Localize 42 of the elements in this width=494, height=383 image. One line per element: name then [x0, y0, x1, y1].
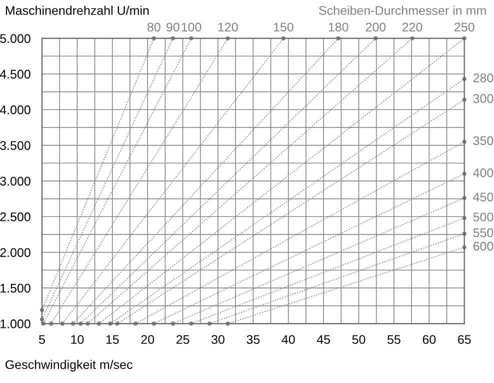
- x-tick-label: 35: [246, 335, 260, 344]
- series-label: 350: [473, 136, 494, 146]
- y-tick-label: 4.000: [0, 105, 30, 114]
- x-tick-label: 15: [106, 335, 119, 344]
- x-axis-title: Geschwindigkeit m/sec: [6, 360, 132, 372]
- series-label: 120: [218, 22, 238, 32]
- x-tick-label: 40: [282, 335, 295, 344]
- series-label: 400: [473, 168, 494, 178]
- series-label: 80: [148, 22, 160, 32]
- x-tick-label: 10: [71, 335, 84, 344]
- y-tick-label: 3.500: [0, 141, 30, 150]
- y-tick-label: 2.000: [0, 248, 30, 257]
- x-tick-label: 20: [141, 335, 154, 344]
- y-tick-label: 3.000: [0, 176, 30, 186]
- series-label: 600: [473, 242, 494, 251]
- x-tick-label: 55: [388, 335, 400, 344]
- y-tick-label: 2.500: [0, 212, 30, 222]
- text: Scheiben-Durchmesser in mm: [319, 6, 486, 15]
- series-label: 450: [473, 192, 494, 202]
- x-tick-label: 30: [212, 335, 224, 344]
- series-label: 280: [473, 73, 494, 82]
- x-tick-label: 45: [316, 335, 330, 344]
- series-label: 150: [274, 22, 294, 32]
- series-label: 550: [473, 228, 494, 238]
- x-tick-label: 25: [176, 335, 190, 344]
- x-tick-label: 60: [422, 335, 436, 344]
- y-tick-label: 1.500: [0, 284, 30, 293]
- y-tick-label: 5.000: [0, 34, 30, 43]
- x-tick-label: 5: [39, 335, 45, 344]
- series-label: 100: [182, 22, 202, 32]
- series-label: 180: [328, 22, 348, 32]
- series-label: 90: [166, 22, 180, 32]
- series-label: 220: [402, 22, 422, 32]
- series-label: 300: [473, 94, 494, 103]
- series-label: 200: [366, 22, 386, 32]
- y-axis-title: Maschinendrehzahl U/min: [6, 6, 149, 15]
- y-tick-label: 1.000: [0, 319, 30, 328]
- y-tick-label: 4.500: [0, 70, 30, 79]
- x-tick-label: 50: [352, 335, 366, 344]
- series-label: 500: [473, 212, 494, 222]
- series-label: 250: [454, 22, 474, 32]
- x-tick-label: 65: [458, 335, 471, 344]
